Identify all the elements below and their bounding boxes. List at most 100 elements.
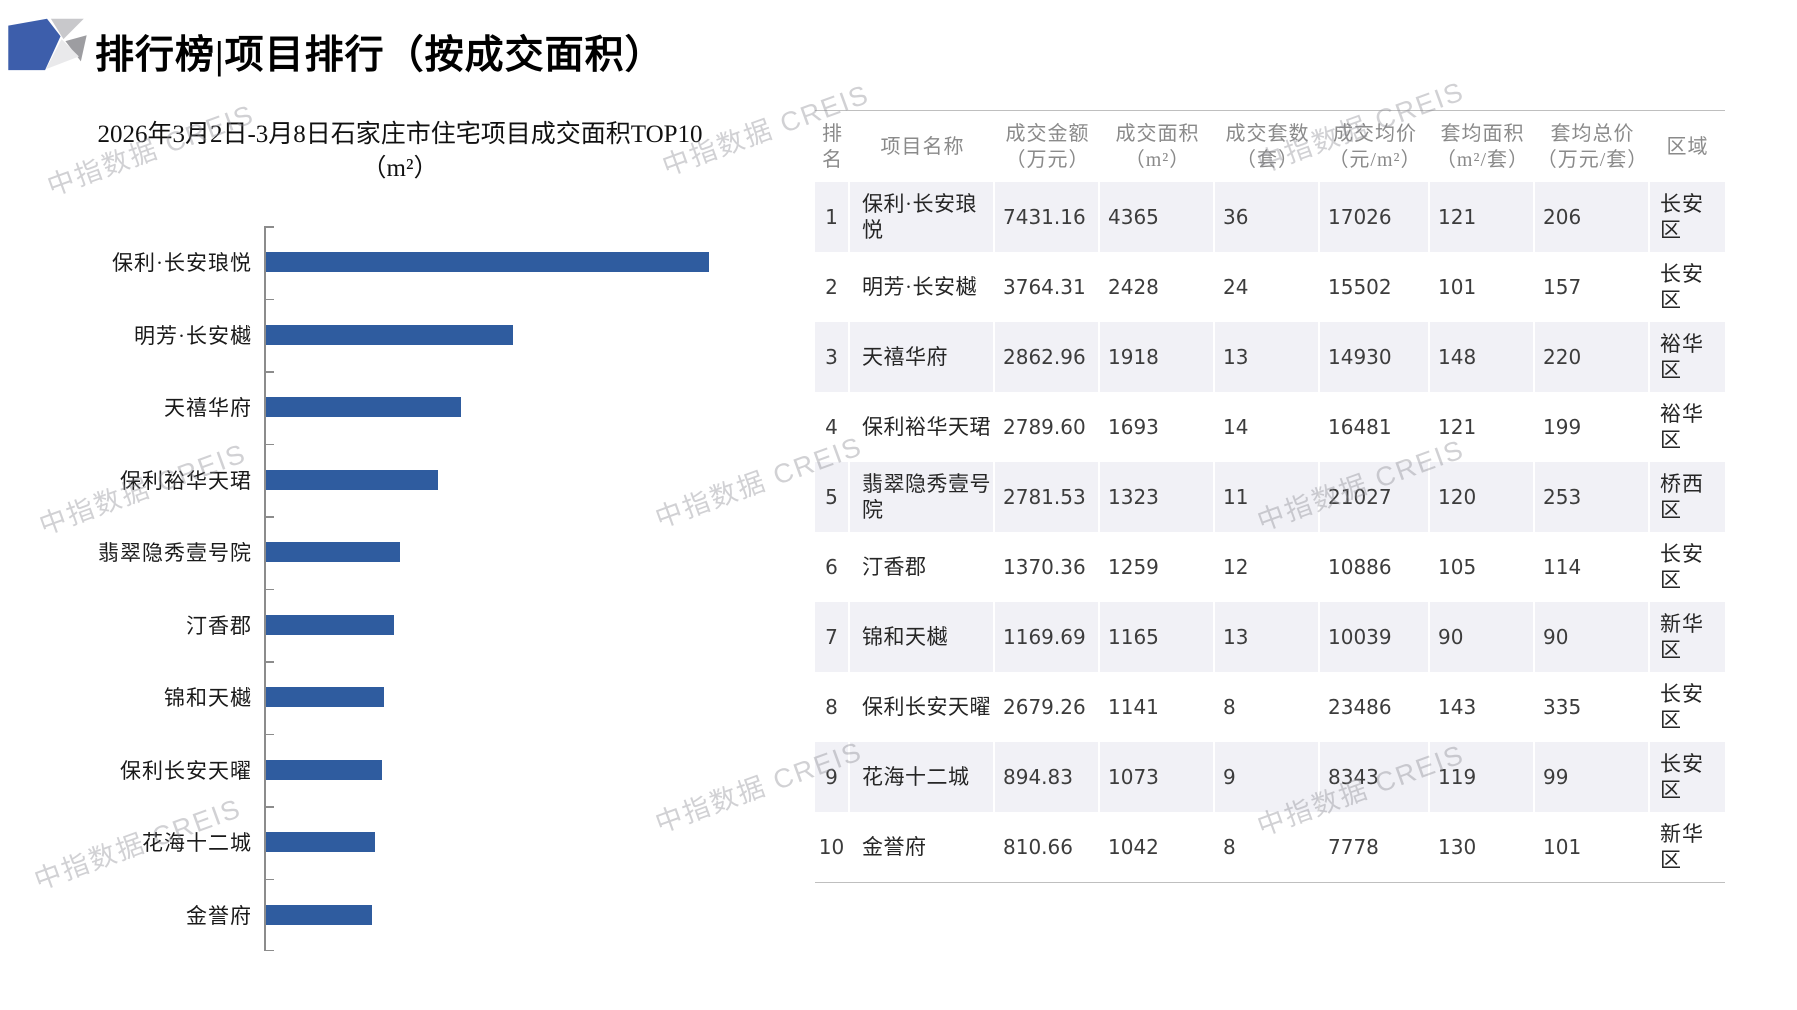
district-cell: 桥西区 bbox=[1660, 471, 1704, 522]
amount-cell: 2781.53 bbox=[995, 462, 1100, 532]
avg-price-cell: 14930 bbox=[1320, 322, 1430, 392]
chart-bar bbox=[266, 252, 709, 273]
chart-category-label: 天禧华府 bbox=[164, 396, 252, 421]
units-cell: 8 bbox=[1215, 672, 1320, 742]
chart-category-label: 金誉府 bbox=[186, 903, 252, 928]
avg-area-cell: 130 bbox=[1430, 812, 1535, 882]
table-header-cell: 套均面积 （m²/套） bbox=[1435, 122, 1530, 171]
table-body: 1 保利·长安琅悦 7431.16 4365 36 17026 121 206 长安区 2 明芳·长… bbox=[815, 182, 1725, 883]
chart-bar bbox=[266, 687, 384, 708]
table-header-cell: 成交套数 （套） bbox=[1225, 122, 1310, 171]
avg-area-cell: 119 bbox=[1430, 742, 1535, 812]
district-cell: 长安区 bbox=[1660, 541, 1704, 592]
axis-tick bbox=[264, 588, 274, 590]
units-cell: 13 bbox=[1215, 322, 1320, 392]
amount-cell: 7431.16 bbox=[995, 182, 1100, 252]
avg-total-cell: 99 bbox=[1535, 742, 1650, 812]
table-row: 10 金誉府 810.66 1042 8 7778 130 101 新华区 bbox=[815, 812, 1725, 882]
district-cell: 长安区 bbox=[1660, 191, 1704, 242]
axis-tick bbox=[264, 733, 274, 735]
chart-category-label: 明芳·长安樾 bbox=[134, 323, 252, 348]
amount-cell: 810.66 bbox=[995, 812, 1100, 882]
avg-total-cell: 206 bbox=[1535, 182, 1650, 252]
avg-total-cell: 114 bbox=[1535, 532, 1650, 602]
chart-bar bbox=[266, 397, 461, 418]
project-name-cell: 保利裕华天珺 bbox=[850, 392, 995, 462]
table-header-cell: 成交面积 （m²） bbox=[1115, 122, 1200, 171]
table-row: 5 翡翠隐秀壹号院 2781.53 1323 11 21027 120 253 桥西区 bbox=[815, 462, 1725, 532]
units-cell: 12 bbox=[1215, 532, 1320, 602]
amount-cell: 3764.31 bbox=[995, 252, 1100, 322]
avg-area-cell: 90 bbox=[1430, 602, 1535, 672]
rank-cell: 8 bbox=[815, 672, 850, 742]
ranking-table: 排名 项目名称 成交金额 （万元） 成交面积 （m²） 成交套数 （套） 成交均价 （元/m²） 套… bbox=[815, 110, 1725, 883]
project-name-cell: 天禧华府 bbox=[850, 322, 995, 392]
area-cell: 1918 bbox=[1100, 322, 1215, 392]
units-cell: 9 bbox=[1215, 742, 1320, 812]
amount-cell: 2789.60 bbox=[995, 392, 1100, 462]
avg-total-cell: 101 bbox=[1535, 812, 1650, 882]
axis-tick bbox=[264, 661, 274, 663]
project-name-cell: 花海十二城 bbox=[850, 742, 995, 812]
rank-cell: 1 bbox=[815, 182, 850, 252]
units-cell: 14 bbox=[1215, 392, 1320, 462]
logo-pale-triangle bbox=[46, 39, 79, 70]
table-row: 9 花海十二城 894.83 1073 9 8343 119 99 长安区 bbox=[815, 742, 1725, 812]
amount-cell: 894.83 bbox=[995, 742, 1100, 812]
area-cell: 1042 bbox=[1100, 812, 1215, 882]
avg-total-cell: 157 bbox=[1535, 252, 1650, 322]
area-cell: 1259 bbox=[1100, 532, 1215, 602]
table-header-cell: 套均总价 （万元/套） bbox=[1536, 122, 1649, 171]
amount-cell: 1370.36 bbox=[995, 532, 1100, 602]
district-cell: 新华区 bbox=[1660, 821, 1704, 872]
axis-tick bbox=[264, 226, 274, 228]
chart-bar bbox=[266, 324, 513, 345]
project-name-cell: 锦和天樾 bbox=[850, 602, 995, 672]
chart-category-label: 翡翠隐秀壹号院 bbox=[98, 541, 252, 566]
logo-gray-triangle-top bbox=[50, 18, 84, 40]
axis-tick bbox=[264, 516, 274, 518]
amount-cell: 2679.26 bbox=[995, 672, 1100, 742]
units-cell: 24 bbox=[1215, 252, 1320, 322]
table-header-cell: 排名 bbox=[822, 122, 843, 171]
avg-price-cell: 8343 bbox=[1320, 742, 1430, 812]
avg-total-cell: 220 bbox=[1535, 322, 1650, 392]
district-cell: 长安区 bbox=[1660, 681, 1704, 732]
project-name-cell: 保利·长安琅悦 bbox=[850, 182, 995, 252]
avg-total-cell: 253 bbox=[1535, 462, 1650, 532]
avg-area-cell: 121 bbox=[1430, 182, 1535, 252]
avg-area-cell: 101 bbox=[1430, 252, 1535, 322]
rank-cell: 4 bbox=[815, 392, 850, 462]
chart-category-label: 保利裕华天珺 bbox=[120, 468, 252, 493]
rank-cell: 10 bbox=[815, 812, 850, 882]
bar-chart: 保利·长安琅悦 明芳·长安樾 天禧华府 保利裕华天珺 翡翠隐秀壹号院 汀香郡 锦和天樾 保利长… bbox=[0, 226, 770, 951]
creis-logo-icon bbox=[8, 18, 87, 71]
chart-category-label: 保利·长安琅悦 bbox=[112, 251, 252, 276]
district-cell: 新华区 bbox=[1660, 611, 1704, 662]
table-header-cell: 成交金额 （万元） bbox=[1005, 122, 1090, 171]
avg-area-cell: 120 bbox=[1430, 462, 1535, 532]
project-name-cell: 汀香郡 bbox=[850, 532, 995, 602]
area-cell: 1693 bbox=[1100, 392, 1215, 462]
district-cell: 裕华区 bbox=[1660, 401, 1704, 452]
area-cell: 2428 bbox=[1100, 252, 1215, 322]
avg-price-cell: 10886 bbox=[1320, 532, 1430, 602]
rank-cell: 2 bbox=[815, 252, 850, 322]
area-cell: 1141 bbox=[1100, 672, 1215, 742]
avg-price-cell: 21027 bbox=[1320, 462, 1430, 532]
units-cell: 36 bbox=[1215, 182, 1320, 252]
chart-category-label: 花海十二城 bbox=[142, 831, 252, 856]
units-cell: 13 bbox=[1215, 602, 1320, 672]
chart-category-label: 锦和天樾 bbox=[164, 686, 252, 711]
district-cell: 长安区 bbox=[1660, 751, 1704, 802]
avg-price-cell: 7778 bbox=[1320, 812, 1430, 882]
rank-cell: 9 bbox=[815, 742, 850, 812]
area-cell: 1073 bbox=[1100, 742, 1215, 812]
avg-price-cell: 15502 bbox=[1320, 252, 1430, 322]
chart-category-label: 保利长安天曜 bbox=[120, 758, 252, 783]
project-name-cell: 保利长安天曜 bbox=[850, 672, 995, 742]
table-row: 8 保利长安天曜 2679.26 1141 8 23486 143 335 长安区 bbox=[815, 672, 1725, 742]
rank-cell: 7 bbox=[815, 602, 850, 672]
table-header-cell: 区域 bbox=[1666, 135, 1709, 158]
axis-tick bbox=[264, 298, 274, 300]
